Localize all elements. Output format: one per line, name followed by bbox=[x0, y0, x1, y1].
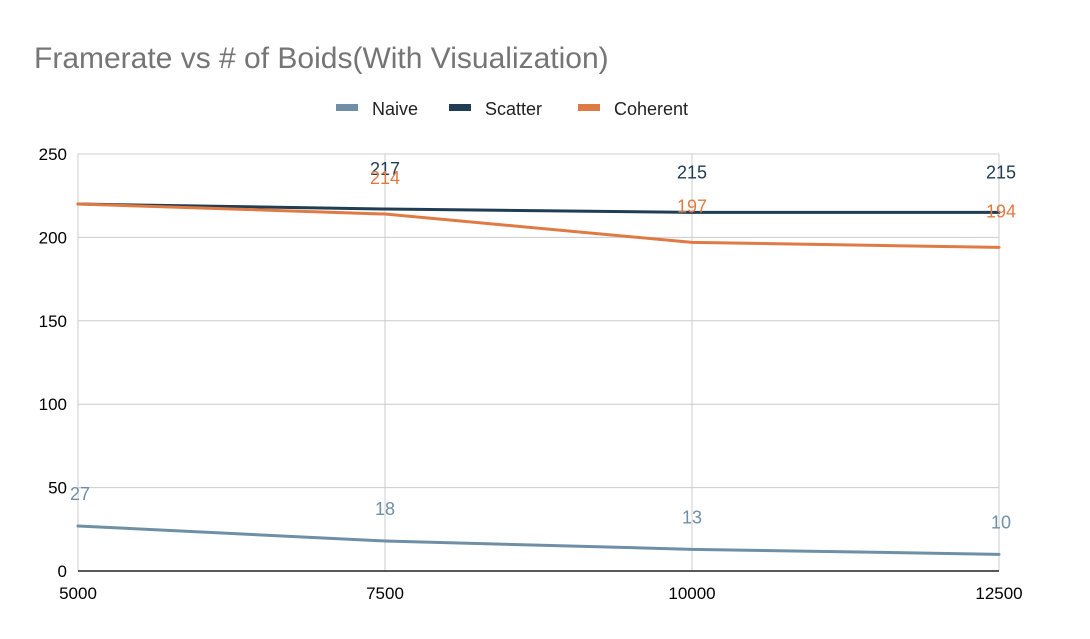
series-line-coherent bbox=[76, 202, 1001, 249]
x-tick-label: 5000 bbox=[59, 584, 97, 603]
data-label-scatter: 217 bbox=[370, 159, 400, 179]
legend-label-coherent: Coherent bbox=[614, 99, 688, 119]
series-lines bbox=[76, 202, 1001, 556]
x-tick-label: 7500 bbox=[366, 584, 404, 603]
data-label-naive: 18 bbox=[375, 499, 395, 519]
series-line-naive bbox=[76, 524, 1001, 556]
y-tick-label: 250 bbox=[39, 145, 67, 164]
legend-swatch-scatter bbox=[449, 104, 471, 111]
legend-swatch-naive bbox=[336, 104, 358, 111]
legend-label-scatter: Scatter bbox=[485, 99, 542, 119]
data-label-scatter: 215 bbox=[986, 162, 1016, 182]
y-tick-label: 150 bbox=[39, 312, 67, 331]
legend-label-naive: Naive bbox=[372, 99, 418, 119]
data-label-naive: 13 bbox=[682, 507, 702, 527]
series-line-scatter bbox=[76, 202, 1001, 214]
legend: Naive Scatter Coherent bbox=[336, 99, 688, 119]
data-label-naive: 27 bbox=[70, 484, 90, 504]
x-tick-label: 10000 bbox=[668, 584, 715, 603]
data-label-scatter: 215 bbox=[677, 162, 707, 182]
y-tick-label: 200 bbox=[39, 228, 67, 247]
legend-swatch-coherent bbox=[578, 104, 600, 111]
data-label-coherent: 197 bbox=[677, 196, 707, 216]
data-label-coherent: 214 bbox=[370, 168, 400, 188]
y-tick-label: 50 bbox=[48, 479, 67, 498]
data-label-naive: 10 bbox=[991, 512, 1011, 532]
y-tick-label: 100 bbox=[39, 395, 67, 414]
chart-title: Framerate vs # of Boids(With Visualizati… bbox=[34, 42, 609, 75]
axes: 0 50 100 150 200 250 5000 7500 10000 12500 bbox=[39, 145, 1023, 603]
y-tick-label: 0 bbox=[58, 562, 67, 581]
data-labels: 27 18 13 10 217 215 215 214 197 194 bbox=[70, 159, 1016, 532]
x-tick-label: 12500 bbox=[975, 584, 1022, 603]
grid bbox=[78, 153, 1000, 571]
data-label-coherent: 194 bbox=[986, 201, 1016, 221]
